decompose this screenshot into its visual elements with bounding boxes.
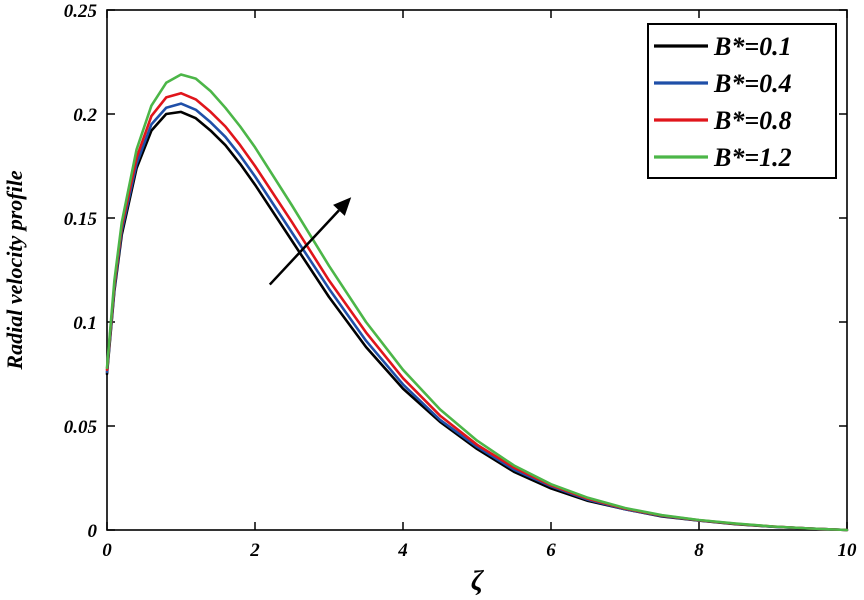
x-tick-label: 4 xyxy=(397,540,408,561)
legend-label-2: B*=0.8 xyxy=(713,106,792,135)
x-axis-title: ζ xyxy=(471,566,485,597)
legend: B*=0.1 B*=0.4 B*=0.8 B*=1.2 xyxy=(647,23,837,179)
x-axis-ticks: 0 2 4 6 8 10 xyxy=(102,10,857,561)
plot-frame xyxy=(106,9,848,531)
x-tick-label: 10 xyxy=(838,540,858,561)
x-tick-label: 6 xyxy=(546,540,556,561)
series-line-3 xyxy=(105,73,849,532)
y-tick-label: 0.1 xyxy=(73,313,97,334)
series-lines xyxy=(105,73,849,532)
arrow-head xyxy=(333,197,352,216)
legend-label-1: B*=0.4 xyxy=(713,69,792,98)
legend-label-0: B*=0.1 xyxy=(713,32,792,61)
x-tick-label: 8 xyxy=(694,540,704,561)
y-tick-label: 0.2 xyxy=(73,105,97,126)
y-tick-label: 0 xyxy=(88,521,98,542)
legend-box xyxy=(647,23,837,179)
y-axis-title: Radial velocity profile xyxy=(2,170,27,370)
arrow-shaft xyxy=(268,209,340,286)
y-tick-label: 0.15 xyxy=(64,209,98,230)
y-axis-ticks: 0 0.05 0.1 0.15 0.2 0.25 xyxy=(64,1,847,542)
trend-arrow xyxy=(268,197,352,286)
x-tick-label: 0 xyxy=(102,540,112,561)
x-tick-label: 2 xyxy=(249,540,260,561)
legend-label-3: B*=1.2 xyxy=(713,143,792,172)
y-tick-label: 0.25 xyxy=(64,1,98,22)
y-tick-label: 0.05 xyxy=(64,417,98,438)
